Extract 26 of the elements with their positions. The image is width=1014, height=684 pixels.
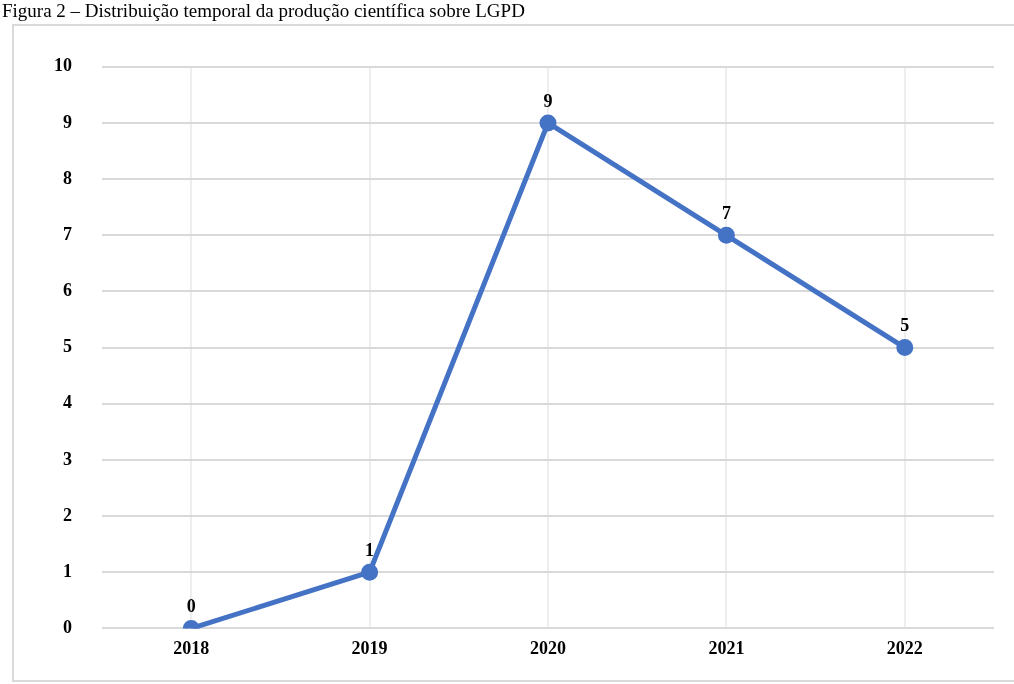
data-label: 5 [900,315,910,336]
y-tick-label: 7 [63,223,72,244]
point [539,114,557,132]
point [717,226,735,244]
y-tick-label: 4 [63,392,72,413]
data-label: 0 [186,596,196,617]
y-tick-label: 2 [63,504,72,525]
y-tick-label: 6 [63,280,72,301]
y-tick-label: 0 [63,617,72,638]
y-tick-label: 8 [63,167,72,188]
x-tick-label: 2021 [708,637,745,658]
point [896,339,914,357]
y-tick-label: 1 [63,560,72,581]
x-tick-label: 2020 [530,637,566,658]
y-tick-label: 10 [54,55,72,76]
data-label: 9 [543,90,553,111]
x-tick-label: 2018 [173,637,210,658]
y-tick-label: 3 [63,448,72,469]
data-label: 7 [721,202,731,223]
y-tick-label: 5 [63,336,72,357]
y-tick-label: 9 [63,111,72,132]
x-tick-label: 2019 [351,637,388,658]
chart-title: Figura 2 – Distribuição temporal da produção científica sobre LGPD [1,0,526,22]
x-tick-label: 2022 [886,637,923,658]
point [361,563,379,581]
data-label: 1 [365,539,375,560]
